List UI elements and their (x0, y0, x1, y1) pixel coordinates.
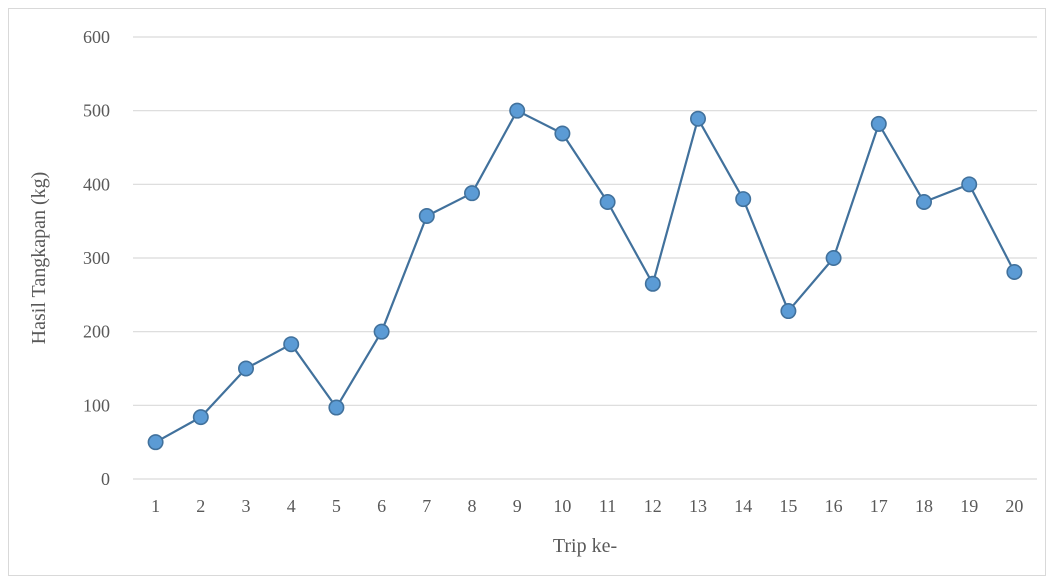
data-point-6 (373, 323, 390, 340)
x-tick-label: 12 (644, 496, 662, 516)
data-point-10 (554, 125, 571, 142)
x-tick-label: 16 (825, 496, 843, 516)
data-point-12 (644, 275, 661, 292)
y-tick-label: 600 (83, 27, 110, 47)
y-axis-title: Hasil Tangkapan (kg) (28, 172, 50, 345)
x-tick-label: 1 (151, 496, 160, 516)
y-tick-label: 300 (83, 248, 110, 268)
x-axis-ticks: 1 2 3 4 5 6 7 8 9 10 11 12 13 14 15 16 17 18 19 20 (151, 496, 1023, 516)
data-point-17 (870, 115, 887, 132)
x-tick-label: 7 (422, 496, 431, 516)
x-tick-label: 14 (734, 496, 752, 516)
y-tick-label: 100 (83, 395, 110, 415)
y-tick-label: 500 (83, 101, 110, 121)
x-tick-label: 5 (332, 496, 341, 516)
x-tick-label: 20 (1005, 496, 1023, 516)
x-tick-label: 11 (599, 496, 616, 516)
x-tick-label: 17 (870, 496, 888, 516)
data-point-18 (915, 194, 932, 211)
data-point-8 (463, 185, 480, 202)
x-axis-title: Trip ke- (553, 535, 617, 557)
y-tick-label: 200 (83, 322, 110, 342)
data-point-2 (192, 409, 209, 426)
x-tick-label: 19 (960, 496, 978, 516)
x-tick-label: 9 (513, 496, 522, 516)
data-point-14 (735, 191, 752, 208)
chart-frame (8, 8, 1046, 576)
data-point-9 (509, 102, 526, 119)
x-tick-label: 3 (242, 496, 251, 516)
data-point-11 (599, 194, 616, 211)
x-tick-label: 4 (287, 496, 296, 516)
y-tick-label: 400 (83, 174, 110, 194)
data-point-3 (238, 360, 255, 377)
data-point-4 (283, 336, 300, 353)
data-point-15 (780, 303, 797, 320)
data-point-16 (825, 250, 842, 267)
x-tick-label: 18 (915, 496, 933, 516)
x-tick-label: 8 (468, 496, 477, 516)
data-point-19 (961, 176, 978, 193)
y-tick-label: 0 (101, 469, 110, 489)
x-tick-label: 15 (779, 496, 797, 516)
x-tick-label: 2 (196, 496, 205, 516)
series-line (155, 109, 1016, 444)
gridlines (133, 36, 1037, 480)
data-point-5 (328, 399, 345, 416)
y-axis-ticks: 0 100 200 300 400 500 600 (83, 27, 110, 489)
data-point-20 (1006, 263, 1023, 280)
x-tick-label: 6 (377, 496, 386, 516)
data-point-7 (418, 208, 435, 225)
series-group (147, 102, 1023, 451)
x-tick-label: 13 (689, 496, 707, 516)
x-tick-label: 10 (553, 496, 571, 516)
data-point-13 (689, 110, 706, 127)
data-point-1 (147, 434, 164, 451)
